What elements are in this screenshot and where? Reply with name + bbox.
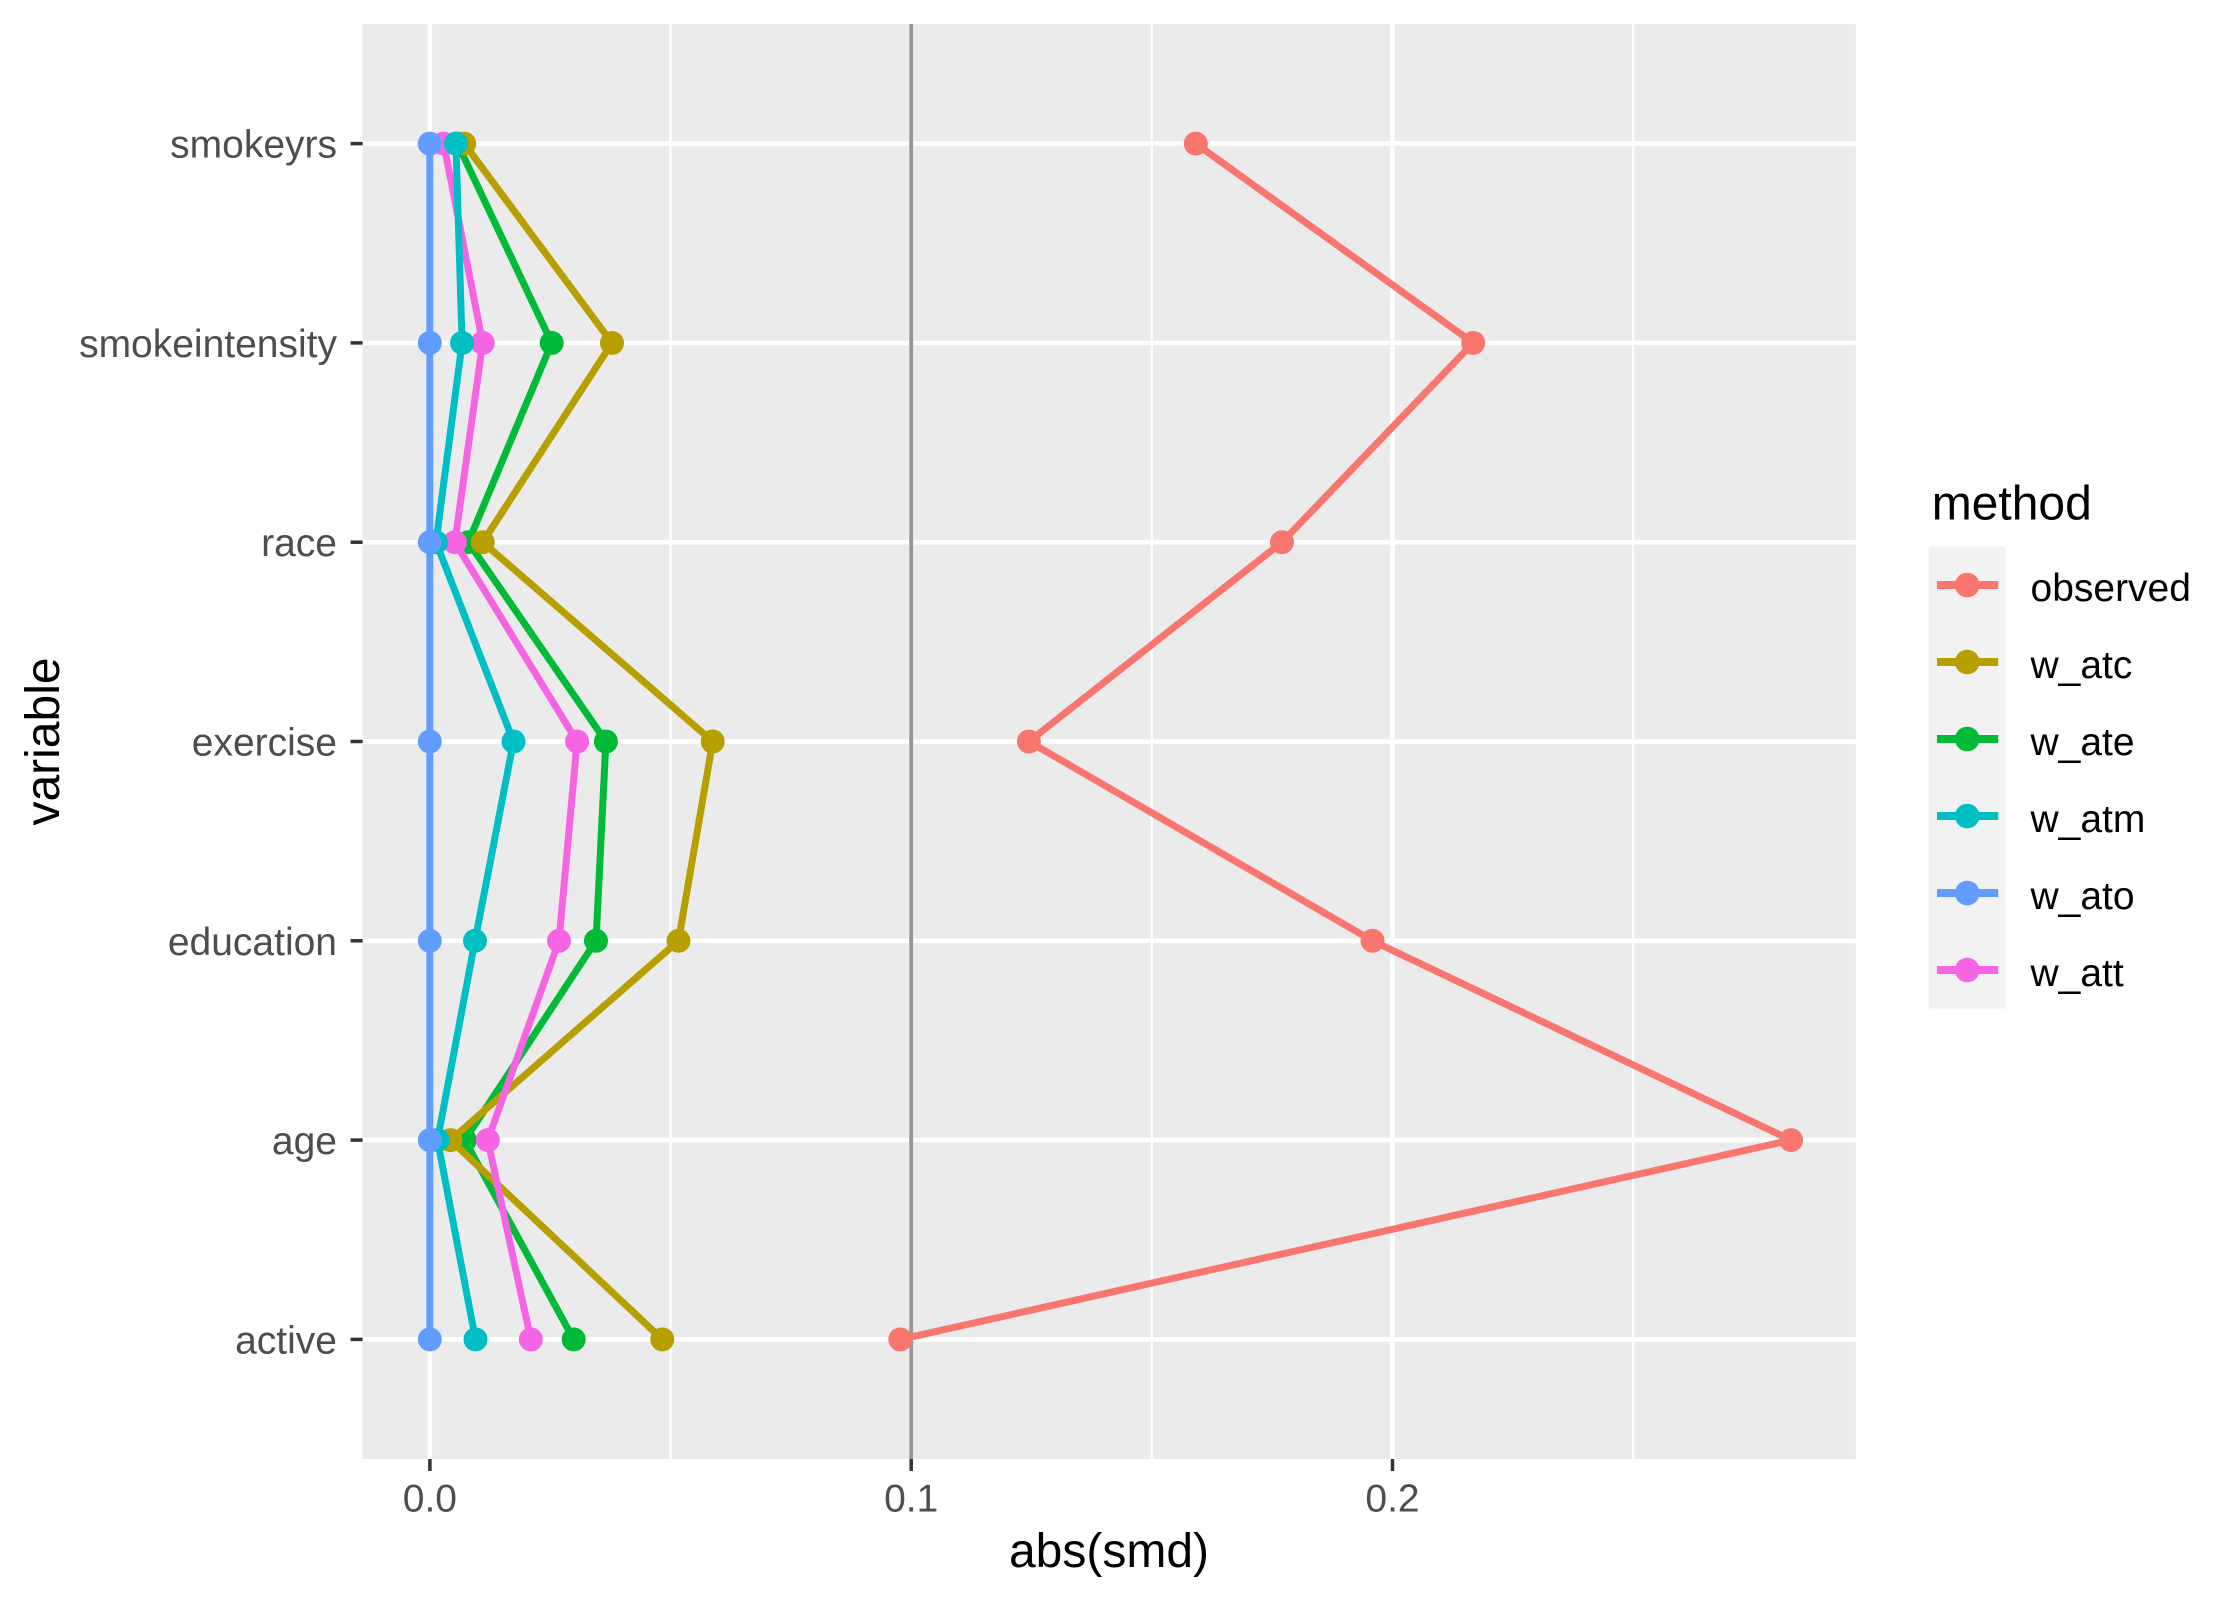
svg-text:w_atm: w_atm — [2030, 798, 2146, 841]
svg-text:variable: variable — [17, 657, 70, 825]
svg-text:0.0: 0.0 — [403, 1477, 457, 1520]
svg-text:age: age — [272, 1120, 337, 1163]
svg-text:w_att: w_att — [2030, 952, 2124, 995]
svg-text:0.2: 0.2 — [1365, 1477, 1419, 1520]
svg-text:exercise: exercise — [192, 722, 337, 765]
svg-text:smokeintensity: smokeintensity — [79, 323, 337, 366]
svg-text:smokeyrs: smokeyrs — [170, 124, 337, 167]
svg-text:race: race — [261, 522, 337, 565]
svg-text:0.1: 0.1 — [884, 1477, 938, 1520]
svg-text:observed: observed — [2031, 567, 2191, 610]
svg-text:w_ate: w_ate — [2030, 721, 2135, 764]
svg-text:education: education — [168, 921, 337, 964]
svg-text:w_atc: w_atc — [2030, 644, 2133, 687]
svg-text:method: method — [1932, 477, 2092, 530]
svg-text:abs(smd): abs(smd) — [1009, 1525, 1209, 1578]
svg-text:w_ato: w_ato — [2030, 875, 2135, 918]
svg-text:active: active — [235, 1319, 337, 1362]
